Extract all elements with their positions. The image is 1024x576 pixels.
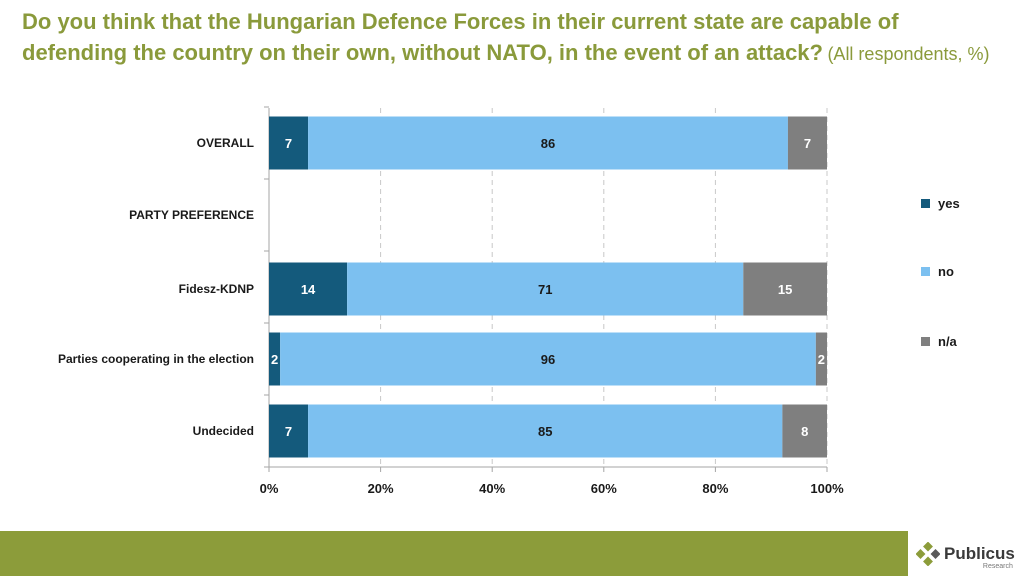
legend-label: yes [938,196,960,211]
category-label: Parties cooperating in the election [58,352,254,366]
data-label: 8 [801,424,808,439]
bar-segment-yes [269,262,348,316]
legend-item: n/a [921,334,957,349]
data-label: 86 [541,136,555,151]
bar-segment-no [308,404,783,458]
data-label: 15 [778,282,792,297]
legend-label: n/a [938,334,957,349]
data-label: 85 [538,424,552,439]
data-label: 71 [538,282,552,297]
chart-title-block: Do you think that the Hungarian Defence … [22,8,1002,70]
chart-title: Do you think that the Hungarian Defence … [22,9,899,65]
bar-segment-no [308,116,788,170]
x-tick-label: 20% [368,481,394,496]
category-label: OVERALL [197,136,254,150]
data-label: 7 [285,424,292,439]
legend-item: no [921,264,954,279]
legend-label: no [938,264,954,279]
chart-subtitle: (All respondents, %) [827,44,990,64]
category-label: Fidesz-KDNP [179,282,254,296]
data-label: 2 [818,352,825,367]
x-tick-label: 0% [260,481,279,496]
legend-swatch [921,337,930,346]
logo-text: Publicus Research [944,544,1015,571]
bar-segment-yes [269,332,281,386]
legend-item: yes [921,196,960,211]
bar-segment-na [743,262,827,316]
data-label: 96 [541,352,555,367]
x-tick-label: 80% [702,481,728,496]
footer-band [0,531,908,576]
stacked-bar-chart: 0% 20% 40% 60% 80% 100% OVERALL PARTY PREFERENC… [58,106,844,496]
data-label: 7 [804,136,811,151]
publicus-logo: Publicus Research [916,536,1024,572]
bar-segment-na [782,404,827,458]
category-label: Undecided [193,424,254,438]
category-label: PARTY PREFERENCE [129,208,254,222]
bar-segment-no [280,332,816,386]
data-label: 14 [301,282,316,297]
logo-subtitle: Research [982,563,1013,570]
bar-segment-no [347,262,744,316]
data-label: 2 [271,352,278,367]
legend-swatch [921,267,930,276]
logo-name: Publicus [944,544,1015,563]
legend-swatch [921,199,930,208]
publicus-logo-icon [916,542,940,566]
x-tick-label: 60% [591,481,617,496]
data-label: 7 [285,136,292,151]
bar-segment-yes [269,116,309,170]
x-tick-label: 40% [479,481,505,496]
bar-segment-yes [269,404,309,458]
bar-segment-na [815,332,827,386]
bar-segment-na [787,116,827,170]
x-tick-label: 100% [810,481,844,496]
